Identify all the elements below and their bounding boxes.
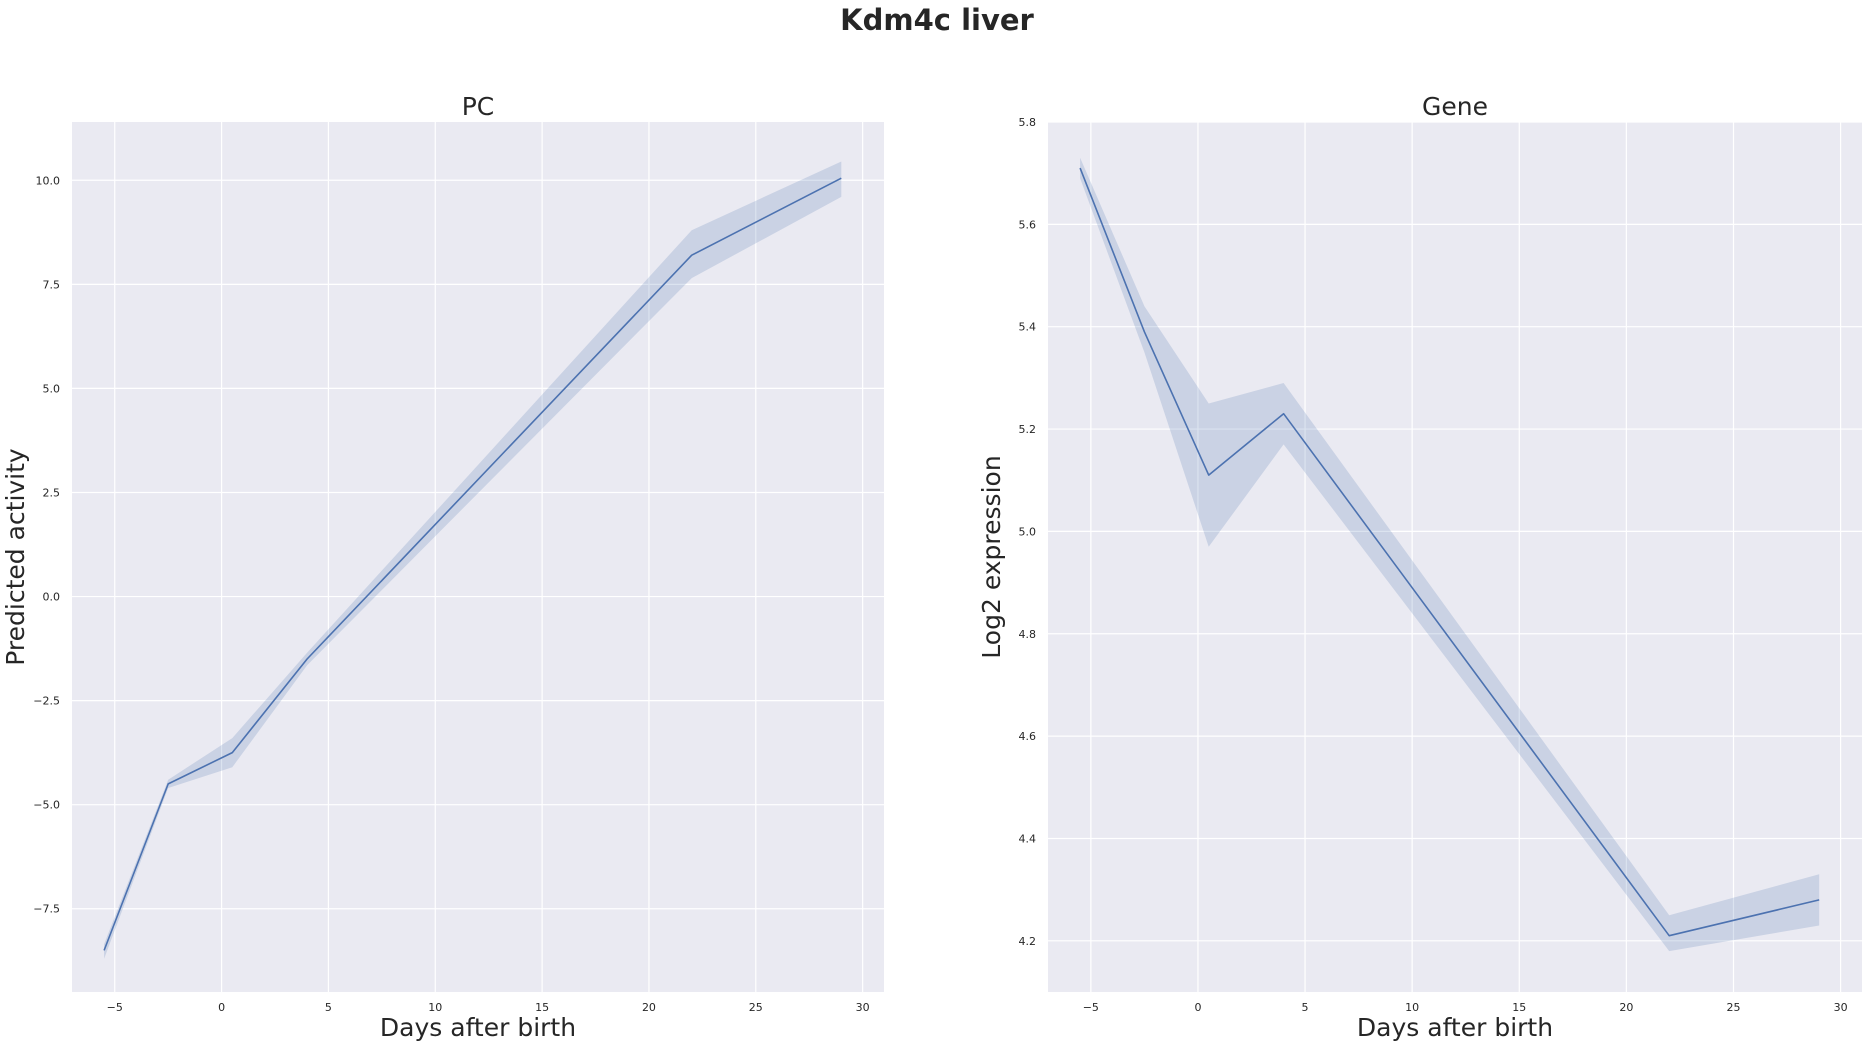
- y-tick-label: −5.0: [33, 799, 60, 812]
- y-tick-label: 10.0: [36, 174, 61, 187]
- x-tick-label: 10: [1405, 1001, 1419, 1014]
- plot-area: [1048, 122, 1862, 992]
- x-tick-label: 25: [1726, 1001, 1740, 1014]
- x-tick-label: 5: [325, 1001, 332, 1014]
- y-tick-label: 7.5: [43, 278, 61, 291]
- y-tick-label: 4.4: [1019, 832, 1037, 845]
- x-tick-label: 0: [218, 1001, 225, 1014]
- x-tick-label: 20: [1619, 1001, 1633, 1014]
- x-axis-label: Days after birth: [1357, 1013, 1553, 1042]
- y-tick-label: 5.8: [1019, 116, 1037, 129]
- x-tick-label: 20: [642, 1001, 656, 1014]
- x-tick-label: 30: [856, 1001, 870, 1014]
- x-tick-label: 10: [428, 1001, 442, 1014]
- x-tick-label: 15: [1512, 1001, 1526, 1014]
- plot-area: [72, 122, 884, 992]
- x-axis-label: Days after birth: [380, 1013, 576, 1042]
- x-tick-label: 0: [1194, 1001, 1201, 1014]
- y-tick-label: −7.5: [33, 903, 60, 916]
- y-axis-label: Log2 expression: [977, 455, 1006, 658]
- y-tick-label: 5.0: [1019, 525, 1037, 538]
- x-tick-label: 25: [749, 1001, 763, 1014]
- x-tick-label: 15: [535, 1001, 549, 1014]
- y-tick-label: 2.5: [43, 486, 61, 499]
- series-line: [103, 177, 842, 951]
- y-tick-label: 4.6: [1019, 730, 1037, 743]
- x-tick-label: 5: [1302, 1001, 1309, 1014]
- y-tick-label: 5.4: [1019, 321, 1037, 334]
- y-tick-label: 5.2: [1019, 423, 1037, 436]
- panel-title: PC: [462, 92, 495, 121]
- x-tick-label: −5: [107, 1001, 123, 1014]
- gene-panel: −5 0 5 10 15 20 25 30 4.2 4.4 4.6 4.8 5.0 5.2 5.4 5.6 5.…: [977, 92, 1862, 1042]
- panel-title: Gene: [1422, 92, 1488, 121]
- pc-panel: −5 0 5 10 15 20 25 30 −7.5 −5.0 −2.5 0.0 2.5 5.0 7.5 10…: [1, 92, 884, 1042]
- series-line: [1079, 167, 1820, 937]
- y-tick-label: 0.0: [43, 591, 61, 604]
- y-axis-label: Predicted activity: [1, 448, 30, 666]
- x-tick-label: −5: [1083, 1001, 1099, 1014]
- x-tick-label: 30: [1834, 1001, 1848, 1014]
- y-tick-label: 5.6: [1019, 218, 1037, 231]
- y-tick-label: 5.0: [43, 382, 61, 395]
- figure-title: Kdm4c liver: [840, 3, 1034, 37]
- y-tick-label: −2.5: [33, 695, 60, 708]
- y-tick-label: 4.8: [1019, 628, 1037, 641]
- y-tick-label: 4.2: [1019, 935, 1037, 948]
